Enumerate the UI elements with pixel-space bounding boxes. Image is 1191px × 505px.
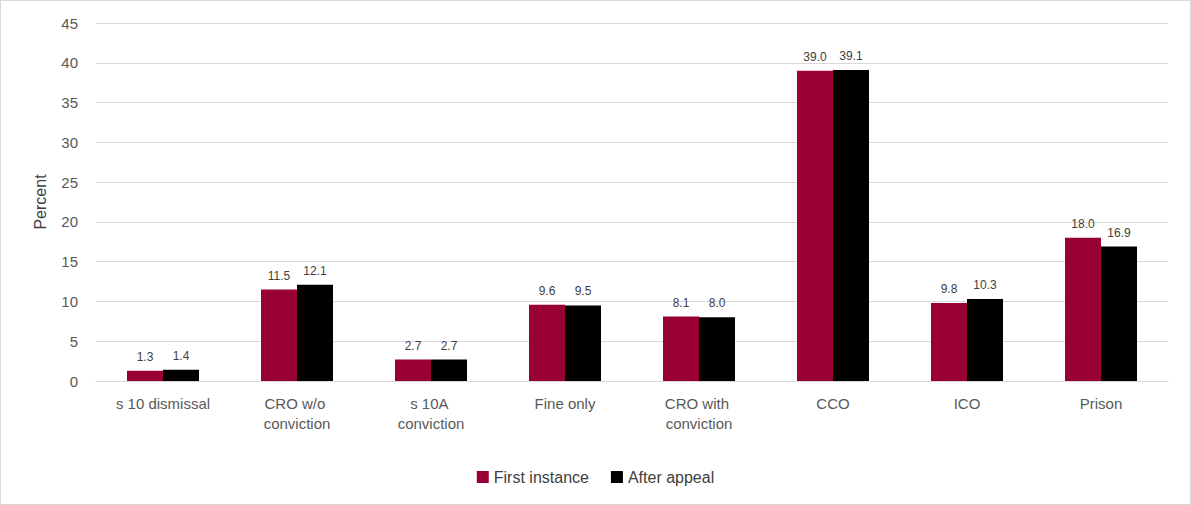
svg-text:25: 25 bbox=[61, 174, 78, 191]
svg-text:16.9: 16.9 bbox=[1107, 226, 1131, 240]
svg-text:2.7: 2.7 bbox=[441, 339, 458, 353]
svg-text:35: 35 bbox=[61, 94, 78, 111]
svg-text:39.1: 39.1 bbox=[839, 49, 863, 63]
svg-text:conviction: conviction bbox=[264, 415, 331, 432]
svg-text:ICO: ICO bbox=[954, 395, 981, 412]
svg-text:s 10 dismissal: s 10 dismissal bbox=[116, 395, 210, 412]
svg-text:s 10A: s 10A bbox=[410, 395, 452, 412]
svg-text:Percent: Percent bbox=[32, 174, 49, 230]
svg-text:5: 5 bbox=[70, 333, 78, 350]
svg-text:18.0: 18.0 bbox=[1071, 217, 1095, 231]
svg-text:10: 10 bbox=[61, 293, 78, 310]
svg-text:40: 40 bbox=[61, 54, 78, 71]
svg-text:9.5: 9.5 bbox=[575, 284, 592, 298]
svg-text:39.0: 39.0 bbox=[803, 50, 827, 64]
svg-text:CRO with: CRO with bbox=[665, 395, 733, 412]
svg-text:conviction: conviction bbox=[398, 415, 465, 432]
svg-text:1.3: 1.3 bbox=[137, 350, 154, 364]
svg-text:20: 20 bbox=[61, 213, 78, 230]
svg-text:30: 30 bbox=[61, 134, 78, 151]
svg-text:45: 45 bbox=[61, 15, 78, 32]
svg-text:8.1: 8.1 bbox=[673, 296, 690, 310]
svg-text:9.6: 9.6 bbox=[539, 284, 556, 298]
svg-text:conviction: conviction bbox=[666, 415, 733, 432]
svg-text:12.1: 12.1 bbox=[303, 264, 327, 278]
svg-text:1.4: 1.4 bbox=[173, 349, 190, 363]
svg-text:15: 15 bbox=[61, 253, 78, 270]
svg-text:Prison: Prison bbox=[1080, 395, 1123, 412]
svg-text:CCO: CCO bbox=[816, 395, 849, 412]
svg-text:9.8: 9.8 bbox=[941, 282, 958, 296]
svg-text:11.5: 11.5 bbox=[268, 269, 291, 283]
svg-text:0: 0 bbox=[70, 373, 78, 390]
svg-text:CRO w/o: CRO w/o bbox=[264, 395, 329, 412]
svg-text:First instance: First instance bbox=[494, 469, 589, 486]
svg-text:Fine only: Fine only bbox=[535, 395, 596, 412]
svg-text:After appeal: After appeal bbox=[628, 469, 714, 486]
svg-text:8.0: 8.0 bbox=[709, 296, 726, 310]
svg-text:10.3: 10.3 bbox=[973, 278, 997, 292]
svg-text:2.7: 2.7 bbox=[405, 339, 422, 353]
